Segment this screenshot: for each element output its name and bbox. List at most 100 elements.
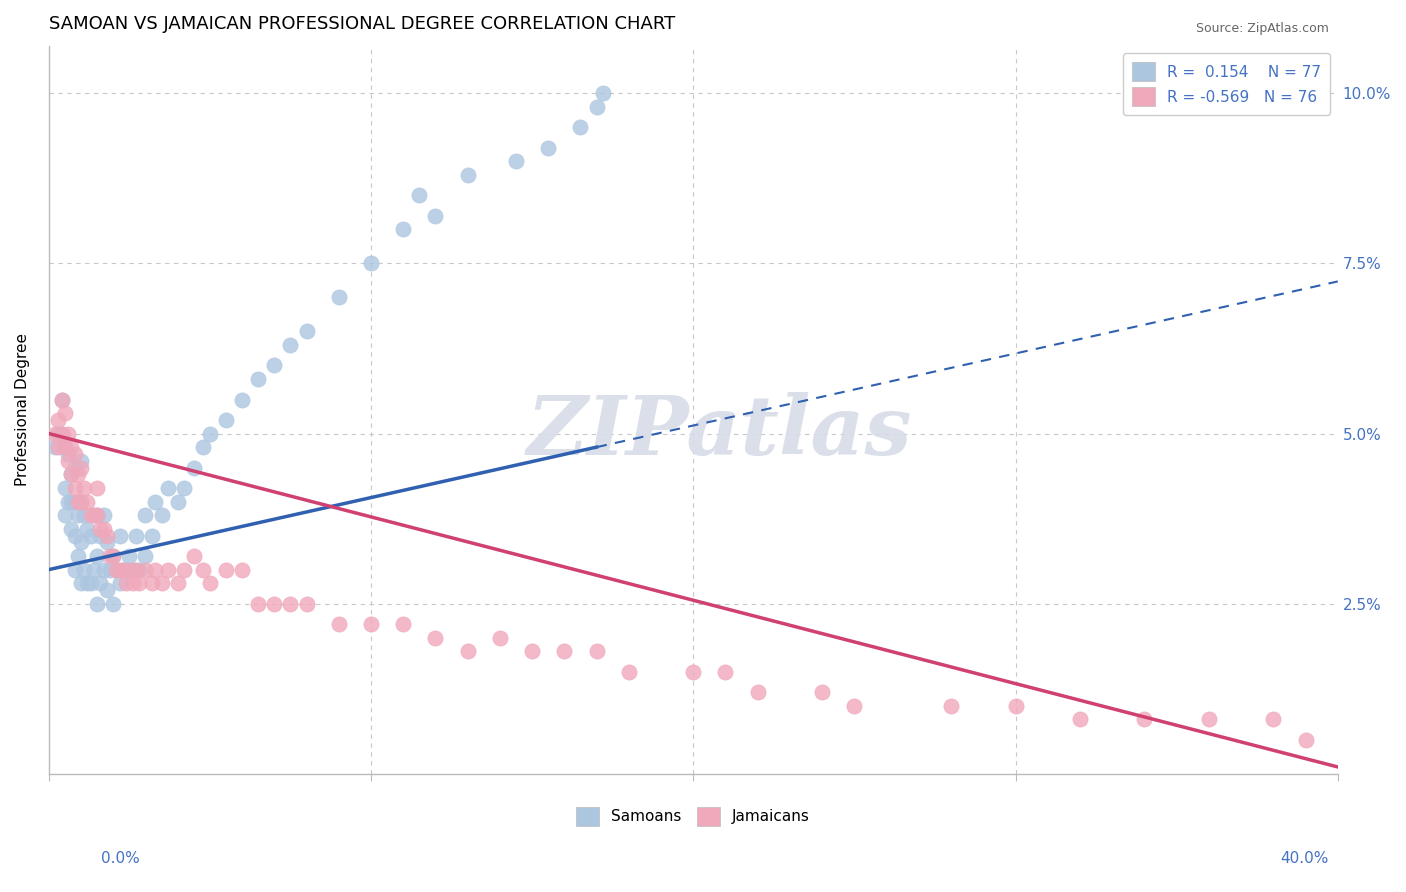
Point	[108, 528, 131, 542]
Point	[111, 563, 134, 577]
Point	[141, 528, 163, 542]
Text: 0.0%: 0.0%	[101, 851, 141, 865]
Point	[53, 406, 76, 420]
Point	[86, 508, 108, 523]
Point	[1133, 712, 1156, 726]
Point	[408, 188, 430, 202]
Point	[125, 528, 148, 542]
Point	[76, 522, 98, 536]
Y-axis label: Professional Degree: Professional Degree	[15, 334, 30, 486]
Point	[53, 440, 76, 454]
Point	[63, 447, 86, 461]
Point	[553, 644, 575, 658]
Point	[70, 576, 93, 591]
Point	[86, 597, 108, 611]
Point	[60, 467, 83, 482]
Point	[118, 549, 141, 563]
Point	[128, 563, 150, 577]
Point	[457, 168, 479, 182]
Point	[108, 563, 131, 577]
Point	[295, 325, 318, 339]
Point	[215, 563, 238, 577]
Point	[134, 549, 156, 563]
Point	[53, 481, 76, 495]
Point	[105, 563, 128, 577]
Point	[56, 426, 79, 441]
Text: ZIPatlas: ZIPatlas	[526, 392, 911, 472]
Point	[98, 549, 121, 563]
Point	[328, 617, 350, 632]
Point	[79, 576, 101, 591]
Point	[86, 481, 108, 495]
Point	[51, 392, 73, 407]
Point	[173, 563, 195, 577]
Point	[295, 597, 318, 611]
Point	[121, 576, 143, 591]
Point	[280, 597, 302, 611]
Point	[66, 494, 89, 508]
Point	[128, 576, 150, 591]
Point	[392, 222, 415, 236]
Point	[93, 522, 115, 536]
Point	[1198, 712, 1220, 726]
Point	[143, 494, 166, 508]
Point	[263, 359, 285, 373]
Point	[1069, 712, 1091, 726]
Point	[198, 426, 221, 441]
Point	[263, 597, 285, 611]
Point	[156, 481, 179, 495]
Point	[183, 460, 205, 475]
Text: 40.0%: 40.0%	[1281, 851, 1329, 865]
Point	[585, 644, 607, 658]
Point	[592, 87, 614, 101]
Point	[63, 494, 86, 508]
Point	[360, 617, 382, 632]
Legend: Samoans, Jamaicans: Samoans, Jamaicans	[571, 801, 817, 831]
Point	[73, 508, 96, 523]
Point	[231, 563, 253, 577]
Point	[66, 549, 89, 563]
Point	[844, 698, 866, 713]
Point	[63, 528, 86, 542]
Point	[215, 413, 238, 427]
Point	[89, 522, 111, 536]
Point	[198, 576, 221, 591]
Point	[56, 494, 79, 508]
Point	[51, 426, 73, 441]
Point	[44, 426, 66, 441]
Point	[115, 576, 138, 591]
Point	[150, 576, 173, 591]
Point	[93, 508, 115, 523]
Point	[70, 535, 93, 549]
Point	[747, 685, 769, 699]
Point	[121, 563, 143, 577]
Point	[79, 528, 101, 542]
Point	[125, 563, 148, 577]
Point	[53, 508, 76, 523]
Point	[53, 440, 76, 454]
Point	[98, 563, 121, 577]
Point	[73, 481, 96, 495]
Point	[83, 563, 105, 577]
Point	[63, 460, 86, 475]
Point	[811, 685, 834, 699]
Point	[156, 563, 179, 577]
Text: SAMOAN VS JAMAICAN PROFESSIONAL DEGREE CORRELATION CHART: SAMOAN VS JAMAICAN PROFESSIONAL DEGREE C…	[49, 15, 675, 33]
Point	[392, 617, 415, 632]
Point	[48, 426, 70, 441]
Point	[96, 582, 118, 597]
Point	[166, 494, 188, 508]
Point	[66, 508, 89, 523]
Point	[585, 100, 607, 114]
Point	[105, 563, 128, 577]
Point	[89, 576, 111, 591]
Point	[76, 494, 98, 508]
Point	[134, 508, 156, 523]
Point	[569, 120, 592, 135]
Point	[118, 563, 141, 577]
Point	[183, 549, 205, 563]
Point	[86, 549, 108, 563]
Point	[193, 563, 215, 577]
Point	[44, 440, 66, 454]
Point	[328, 290, 350, 304]
